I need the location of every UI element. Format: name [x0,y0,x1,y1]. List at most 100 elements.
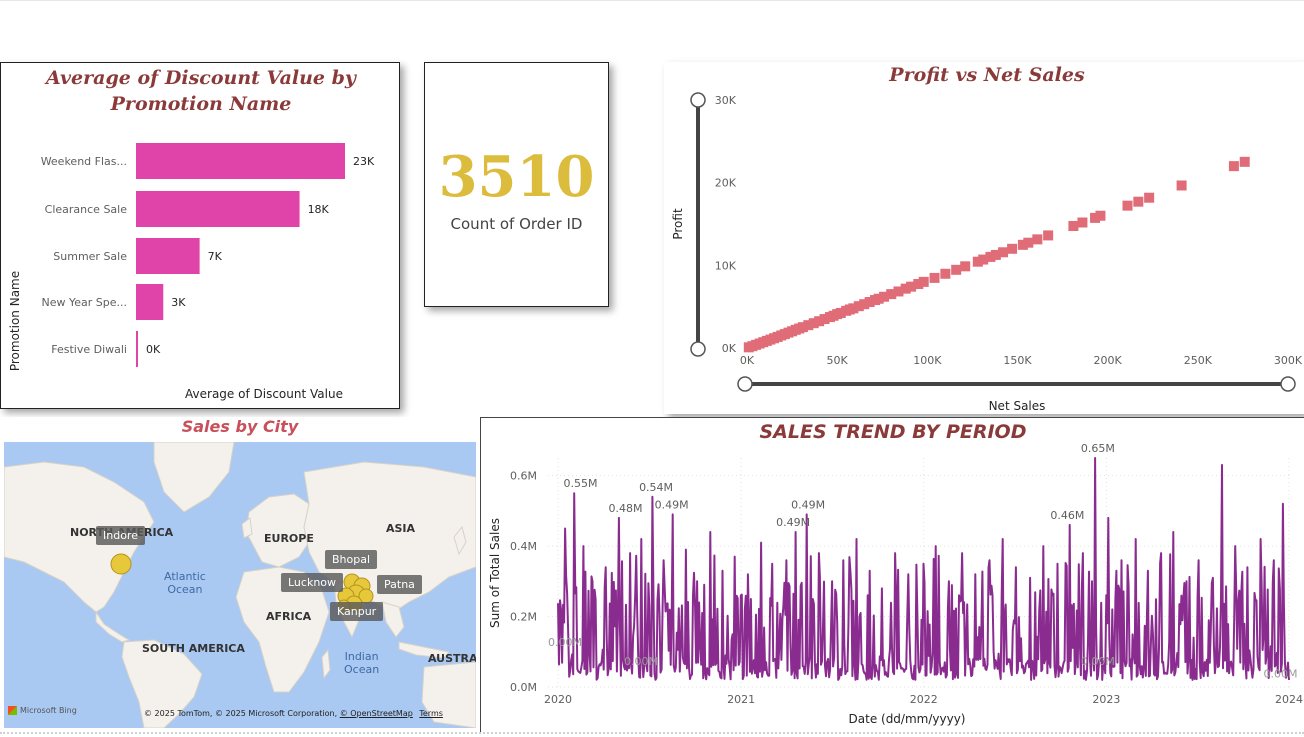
scatter-y-tick: 20K [715,177,737,190]
scatter-point[interactable] [1023,237,1034,248]
scatter-x-tick: 100K [913,354,942,367]
scatter-point[interactable] [972,256,983,267]
y-range-slider-bottom-handle[interactable] [690,341,706,357]
bar[interactable] [136,143,345,179]
trend-x-axis-title: Date (dd/mm/yyyy) [849,712,966,726]
y-range-slider-top-handle[interactable] [690,92,706,108]
scatter-point[interactable] [835,307,846,318]
scatter-x-axis-title: Net Sales [989,399,1046,413]
scatter-point[interactable] [848,303,859,314]
scatter-point[interactable] [853,301,864,312]
scatter-point[interactable] [873,293,884,304]
bar-category-label: Summer Sale [53,250,127,263]
trend-y-tick: 0.6M [510,470,537,483]
scatter-y-tick: 0K [722,342,737,355]
sales-trend-panel[interactable]: SALES TREND BY PERIOD Sum of Total Sales… [480,417,1304,733]
ocean-label-indian: Indian Ocean [344,650,380,676]
scatter-point[interactable] [918,276,929,287]
discount-bar-chart[interactable]: Promotion Name Average of Discount Value… [1,63,399,408]
sales-trend-chart[interactable]: Sum of Total Sales Date (dd/mm/yyyy) 0.0… [481,418,1304,733]
scatter-point[interactable] [1122,200,1133,211]
scatter-point[interactable] [1095,210,1106,221]
scatter-point[interactable] [819,314,830,325]
scatter-point[interactable] [893,286,904,297]
scatter-point[interactable] [1090,212,1101,223]
scatter-point[interactable] [1043,230,1054,241]
scatter-y-axis-title: Profit [671,208,685,240]
scatter-point[interactable] [1017,239,1028,250]
sales-map-panel[interactable]: Sales by City [0,417,480,732]
scatter-point[interactable] [864,297,875,308]
scatter-point[interactable] [929,272,940,283]
scatter-point[interactable] [814,316,825,327]
scatter-x-tick: 250K [1184,354,1213,367]
scatter-point[interactable] [985,251,996,262]
scatter-point[interactable] [1077,217,1088,228]
trend-data-label: 0.49M [791,498,825,511]
city-label-indore[interactable]: Indore [96,526,145,545]
scatter-point[interactable] [900,283,911,294]
trend-data-label: 0.00M [624,655,658,668]
trend-chart-title: SALES TREND BY PERIOD [759,421,1027,443]
scatter-x-tick: 300K [1274,354,1303,367]
scatter-point[interactable] [990,249,1001,260]
trend-data-label: 0.49M [655,498,689,511]
scatter-point[interactable] [859,299,870,310]
profit-scatter-panel[interactable]: Profit vs Net Sales Profit Net Sales 0K 1… [664,62,1304,414]
scatter-y-tick: 30K [715,94,737,107]
city-label-lucknow[interactable]: Lucknow [281,573,344,592]
trend-data-label: 0.00M [1264,667,1298,680]
bar[interactable] [136,191,300,227]
bing-logo: Microsoft Bing [8,706,77,715]
scatter-point[interactable] [886,289,897,300]
region-label-asia: ASIA [386,522,416,535]
scatter-point[interactable] [960,261,971,272]
bar[interactable] [136,238,200,274]
scatter-point[interactable] [1144,192,1155,203]
x-range-slider-right-handle[interactable] [1280,376,1296,392]
terms-link[interactable]: Terms [419,709,443,718]
city-label-bhopal[interactable]: Bhopal [325,550,378,569]
city-label-kanpur[interactable]: Kanpur [330,602,384,621]
scatter-point[interactable] [1068,220,1079,231]
scatter-point[interactable] [1032,234,1043,245]
top-border [0,0,1304,4]
trend-x-tick: 2024 [1275,693,1303,706]
bar-category-label: Clearance Sale [45,203,128,216]
scatter-point[interactable] [1176,180,1187,191]
scatter-point[interactable] [906,281,917,292]
city-bubble-indore[interactable] [110,553,132,575]
profit-scatter-chart[interactable]: Profit Net Sales 0K 10K 20K 30K 0K 50K 100K 150… [664,62,1304,414]
scatter-point[interactable] [1228,161,1239,172]
map-attribution: © 2025 TomTom, © 2025 Microsoft Corporat… [144,709,443,718]
sales-trend-line[interactable] [557,457,1290,681]
bar[interactable] [136,331,138,367]
scatter-point[interactable] [913,279,924,290]
scatter-point[interactable] [879,291,890,302]
scatter-point[interactable] [1133,196,1144,207]
map-canvas[interactable]: NORTH AMERICA EUROPE ASIA AFRICA SOUTH A… [4,442,476,728]
scatter-point[interactable] [940,268,951,279]
scatter-point[interactable] [1007,243,1018,254]
scatter-point[interactable] [951,264,962,275]
scatter-point[interactable] [998,247,1009,258]
scatter-point[interactable] [978,254,989,265]
scatter-point[interactable] [808,318,819,329]
city-label-patna[interactable]: Patna [377,575,422,594]
region-label-africa: AFRICA [266,610,312,623]
trend-data-label: 0.65M [1081,442,1115,455]
discount-bar-panel[interactable]: Average of Discount Value by Promotion N… [0,62,400,409]
scatter-point[interactable] [797,322,808,333]
bar[interactable] [136,284,164,320]
kpi-card[interactable]: 3510 Count of Order ID [424,62,609,307]
trend-y-axis-title: Sum of Total Sales [488,518,502,628]
bar-category-label: Festive Diwali [51,343,127,356]
scatter-point[interactable] [803,320,814,331]
region-label-europe: EUROPE [264,532,314,545]
x-range-slider-left-handle[interactable] [737,376,753,392]
trend-data-label: 0.00M [1081,655,1115,668]
osm-link[interactable]: © OpenStreetMap [339,709,413,718]
bar-data-label: 0K [146,343,161,356]
bar-category-label: Weekend Flas... [41,155,127,168]
scatter-point[interactable] [1239,156,1250,167]
